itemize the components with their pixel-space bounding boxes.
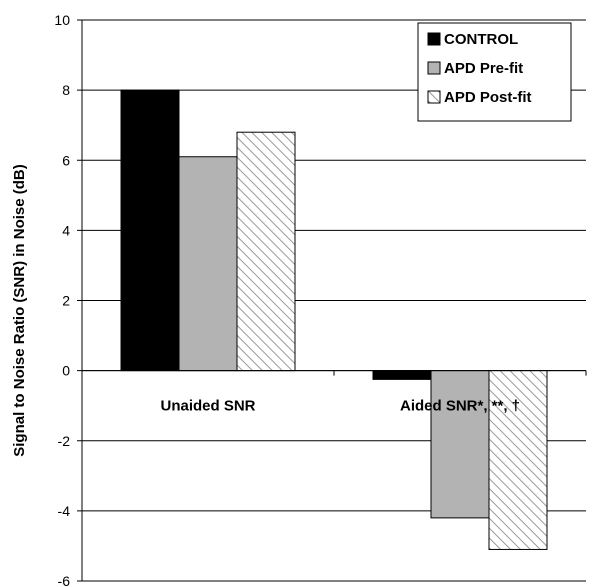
y-tick-label: 10	[54, 12, 70, 28]
bar	[120, 89, 180, 372]
category-label: Aided SNR*, **, †	[400, 398, 520, 415]
y-tick-label: 0	[62, 363, 70, 379]
legend-swatch	[427, 90, 441, 104]
legend-label: APD Post-fit	[444, 89, 532, 106]
y-tick-label: -4	[58, 503, 71, 519]
bar	[178, 156, 238, 372]
legend-swatch	[427, 61, 441, 75]
y-tick-label: 2	[62, 293, 70, 309]
bar	[236, 131, 296, 372]
bar	[488, 370, 548, 550]
axes-group	[77, 19, 587, 582]
category-label: Unaided SNR	[160, 398, 255, 415]
legend-label: CONTROL	[444, 31, 518, 48]
bars-group	[120, 89, 548, 550]
legend-box	[417, 22, 572, 122]
legend-label: APD Pre-fit	[444, 60, 523, 77]
y-tick-label: 6	[62, 152, 70, 168]
bar	[372, 370, 432, 380]
y-tick-label: 4	[62, 222, 70, 238]
y-tick-labels: 10 8 6 4 2 0 -2 -4 -6	[54, 12, 70, 587]
y-tick-label: -2	[58, 433, 71, 449]
legend-swatch	[427, 32, 441, 46]
legend: CONTROL APD Pre-fit APD Post-fit	[417, 22, 572, 122]
y-axis-label: Signal to Noise Ratio (SNR) in Noise (dB…	[11, 164, 28, 457]
y-tick-label: 8	[62, 82, 70, 98]
y-tick-label: -6	[58, 573, 71, 587]
bar	[430, 370, 490, 519]
category-labels: Unaided SNR Aided SNR*, **, †	[160, 398, 520, 415]
